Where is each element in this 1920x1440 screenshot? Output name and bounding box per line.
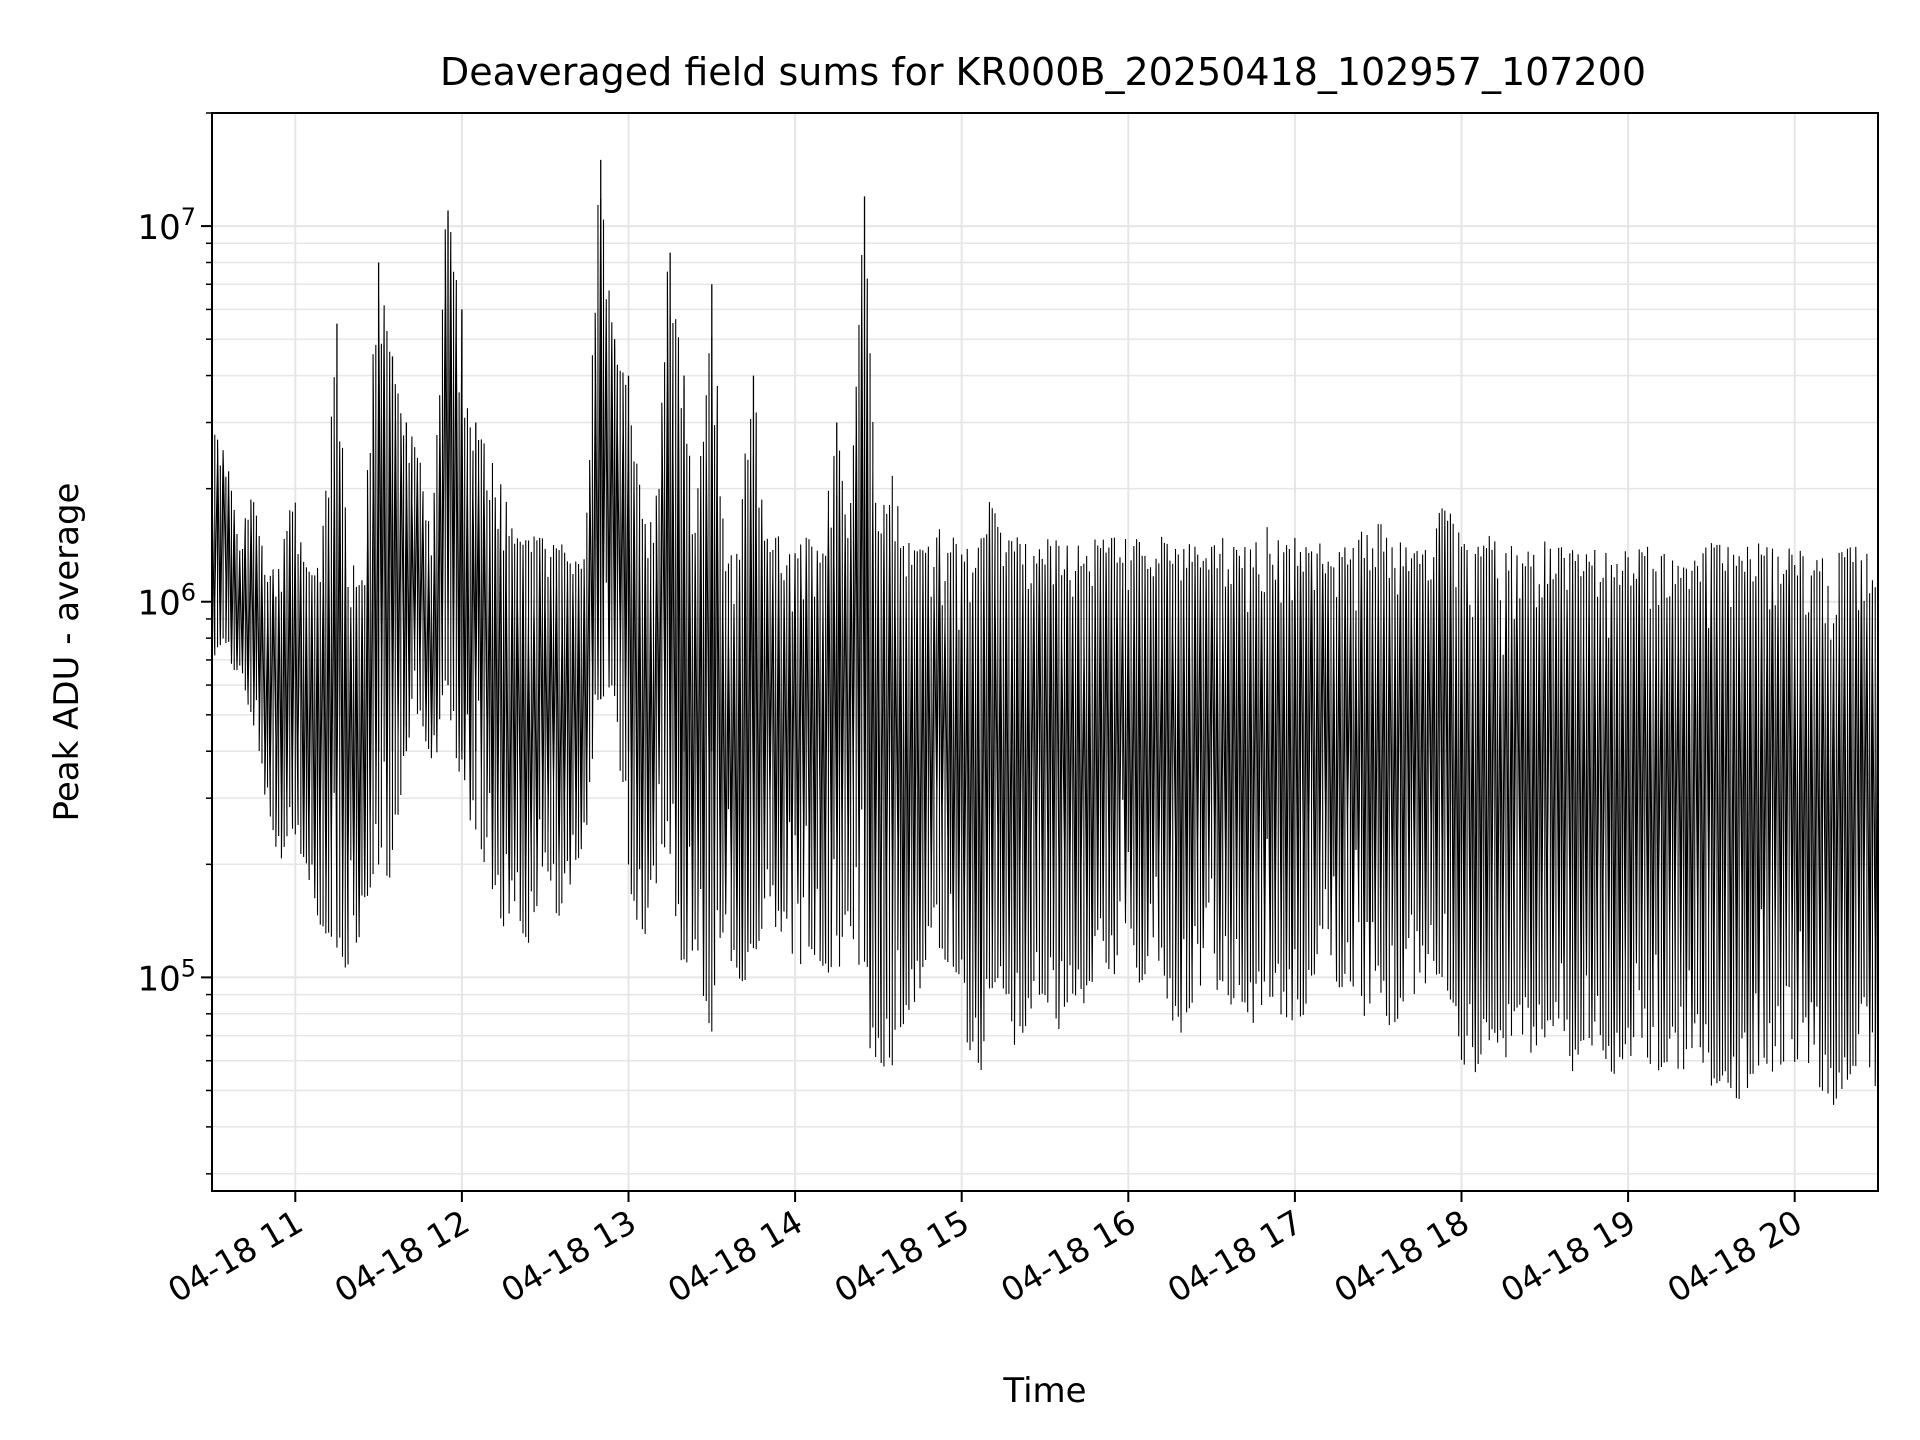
y-tick-label: 106 — [137, 579, 196, 624]
y-tick-label: 107 — [137, 203, 196, 248]
chart-title: Deaveraged field sums for KR000B_2025041… — [440, 50, 1646, 94]
x-axis-label: Time — [1002, 1371, 1086, 1411]
plot-frame — [211, 112, 1879, 1192]
y-axis: 105 106 107 — [137, 112, 212, 1175]
series-polyline — [211, 198, 1879, 1105]
y-axis-label: Peak ADU - average — [47, 483, 87, 822]
y-tick-label: 105 — [137, 954, 196, 999]
